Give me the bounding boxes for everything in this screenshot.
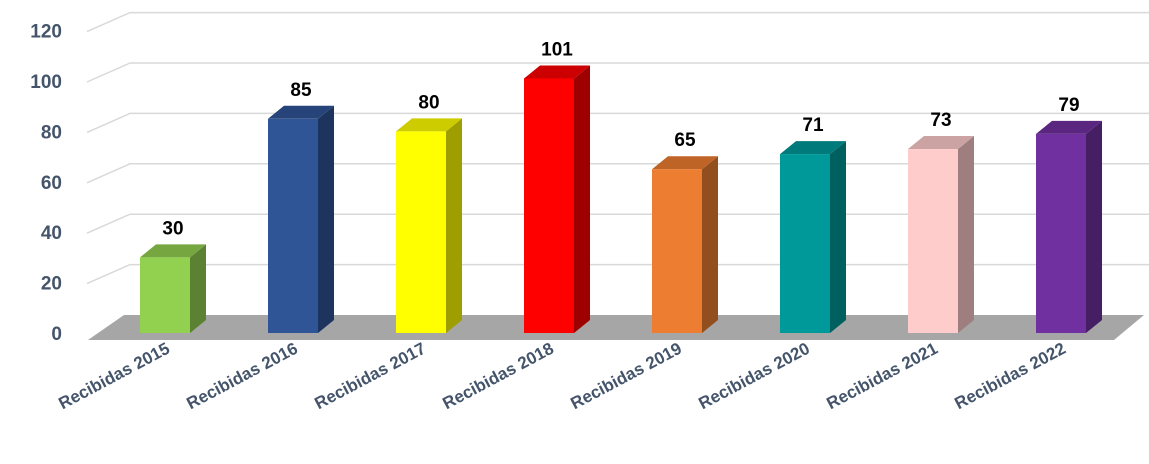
bar [780,141,846,333]
bar-top [396,118,462,132]
bar-side [1086,120,1102,333]
y-tick-label: 20 [41,274,62,295]
data-label: 73 [930,110,951,131]
bar [396,118,462,334]
bar-front [780,154,830,333]
bar [140,244,206,333]
data-label: 79 [1058,95,1079,116]
gridlines [86,11,1149,285]
bar-top [524,65,590,79]
bar-front [140,257,190,333]
bar-front [396,131,446,333]
gridline [86,213,1149,234]
x-category-label: Recibidas 2020 [695,339,812,413]
y-axis-ticks: 0 20 40 60 80 100 120 [30,22,62,345]
bars [140,65,1102,334]
bar [268,105,334,333]
y-tick-label: 80 [41,122,62,143]
bar-top [652,156,718,170]
x-category-label: Recibidas 2016 [183,339,300,413]
floor-plane [88,315,1144,340]
bar-front [268,118,318,333]
y-tick-label: 60 [41,173,62,194]
bar-side [830,141,846,333]
x-category-label: Recibidas 2022 [951,339,1068,413]
x-category-label: Recibidas 2019 [567,339,684,413]
data-label: 30 [162,218,183,239]
gridline [86,163,1149,184]
bar-top [268,105,334,119]
bar-side [190,244,206,333]
data-label: 85 [290,80,312,101]
data-label: 65 [674,130,696,151]
gridline [86,62,1149,83]
bar-front [908,149,958,333]
bar-side [958,136,974,333]
bar-side [318,105,334,333]
gridline [86,263,1149,285]
bar-side [574,65,590,333]
x-category-label: Recibidas 2017 [311,339,428,413]
x-category-label: Recibidas 2021 [823,339,940,413]
gridline [86,11,1149,33]
bar-front [652,169,702,333]
y-tick-label: 100 [30,72,62,93]
x-axis-categories: Recibidas 2015 Recibidas 2016 Recibidas 20… [55,339,1068,413]
bar-front [1036,133,1086,333]
bar [908,136,974,333]
gridline [86,112,1149,134]
bar-top [140,244,206,258]
bar-front [524,78,574,333]
y-tick-label: 120 [30,22,62,43]
bar-top [908,136,974,150]
y-tick-label: 40 [41,223,62,244]
bar-side [702,156,718,333]
bar [652,156,718,333]
bar-top [1036,120,1102,134]
data-label: 80 [418,92,439,113]
chart-floor [88,315,1144,340]
x-category-label: Recibidas 2018 [439,339,556,413]
bar [1036,120,1102,333]
bar-side [446,118,462,334]
bar [524,65,590,333]
x-category-label: Recibidas 2015 [55,339,172,413]
y-tick-label: 0 [51,324,62,345]
data-label: 71 [802,115,824,136]
bar-top [780,141,846,155]
data-labels: 30 85 80 101 65 71 73 79 [162,39,1079,239]
data-label: 101 [541,39,573,60]
